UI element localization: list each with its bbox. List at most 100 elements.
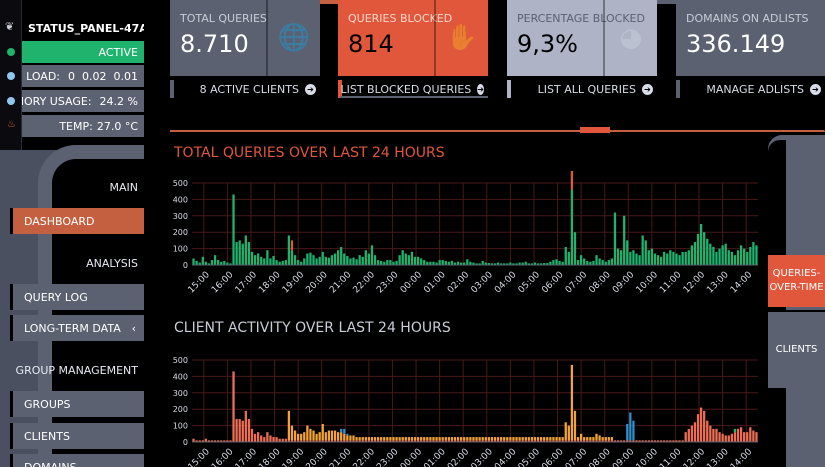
manage-adlists-link[interactable]: MANAGE ADLISTS ➔ bbox=[676, 80, 825, 98]
chart-bar bbox=[444, 437, 447, 441]
chart-bar bbox=[561, 261, 564, 265]
chart-bar bbox=[589, 440, 592, 442]
chart-bar bbox=[303, 432, 306, 441]
sidebar-item-clients[interactable]: CLIENTS bbox=[10, 423, 144, 449]
chart-bar bbox=[613, 212, 617, 265]
sidebar-item-query-log[interactable]: QUERY LOG bbox=[10, 284, 144, 310]
chart-bar bbox=[481, 437, 484, 441]
chart-bar bbox=[638, 255, 641, 265]
chart-bar bbox=[715, 428, 718, 442]
chart-bar bbox=[367, 253, 371, 265]
chart-bar bbox=[226, 440, 229, 442]
chart-bar bbox=[681, 440, 684, 442]
sidebar-item-domains[interactable]: DOMAINS bbox=[10, 454, 144, 467]
chart-bar bbox=[549, 440, 552, 442]
stat-value: 814 bbox=[348, 30, 394, 58]
chart-bar bbox=[650, 440, 654, 442]
x-tick-label: 04:00 bbox=[493, 270, 519, 296]
connector-bar bbox=[657, 0, 676, 4]
sidebar-item-dashboard[interactable]: DASHBOARD bbox=[10, 208, 144, 234]
chart-bar bbox=[555, 437, 558, 441]
chart-bar bbox=[395, 440, 398, 442]
chart-bar bbox=[579, 440, 583, 442]
chart-bar bbox=[540, 437, 543, 441]
chart-bar bbox=[380, 437, 383, 441]
list-blocked-queries-link[interactable]: LIST BLOCKED QUERIES ➔ bbox=[338, 80, 488, 98]
chart-bar bbox=[432, 440, 435, 442]
chart-bar bbox=[512, 263, 515, 265]
chart-bar bbox=[592, 260, 595, 265]
chart-bar bbox=[503, 437, 506, 441]
chart-bar bbox=[721, 245, 724, 265]
chart-bar bbox=[736, 250, 740, 265]
chart-bar bbox=[570, 364, 574, 441]
chart-bar bbox=[398, 437, 401, 441]
x-tick-label: 17:00 bbox=[234, 270, 260, 296]
chart-bar bbox=[678, 440, 681, 442]
status-active-dot-icon bbox=[7, 48, 15, 56]
chart-bar bbox=[730, 433, 733, 442]
chart-bar bbox=[601, 440, 604, 442]
chart-bar bbox=[401, 250, 404, 265]
chart-bar bbox=[567, 440, 570, 442]
sidebar-item-groups[interactable]: GROUPS bbox=[10, 391, 144, 417]
chart-bar bbox=[220, 440, 223, 442]
chart-bar bbox=[456, 440, 460, 442]
chart-bar bbox=[383, 437, 386, 441]
section-group-management: GROUP MANAGEMENT bbox=[15, 364, 138, 377]
chart-bar bbox=[583, 440, 586, 442]
chart-bar bbox=[466, 440, 469, 442]
chart-bar bbox=[373, 437, 377, 441]
long-term-data-label: LONG-TERM DATA bbox=[24, 321, 121, 335]
chart-bar bbox=[235, 419, 238, 442]
chart-bar bbox=[352, 435, 355, 441]
chart-bar bbox=[733, 255, 737, 265]
sidebar-item-long-term-data[interactable]: LONG-TERM DATA ‹ bbox=[10, 315, 144, 341]
load-label: LOAD: bbox=[26, 69, 61, 83]
chart-bar bbox=[266, 432, 269, 442]
list-all-queries-link[interactable]: LIST ALL QUERIES ➔ bbox=[507, 80, 657, 98]
x-tick-label: 13:00 bbox=[705, 270, 731, 296]
chart-bar bbox=[555, 259, 558, 265]
chart-bar bbox=[293, 440, 297, 442]
section-main: MAIN bbox=[109, 181, 139, 194]
chart-bar bbox=[564, 246, 567, 265]
y-tick-label: 500 bbox=[173, 356, 188, 365]
chart-bar bbox=[312, 430, 315, 441]
chart-bar bbox=[453, 437, 457, 441]
chart-bar bbox=[447, 437, 450, 441]
chart-bar bbox=[743, 248, 746, 265]
chart-bar bbox=[561, 440, 564, 442]
chart-bar bbox=[435, 437, 438, 441]
chart-bar bbox=[478, 440, 481, 442]
chart-bar bbox=[598, 440, 601, 442]
chart-bar bbox=[490, 437, 494, 441]
chart-bar bbox=[478, 263, 481, 265]
chart-bar bbox=[672, 440, 675, 442]
chart-bar bbox=[472, 437, 475, 441]
chart-bar bbox=[303, 258, 306, 265]
chart-bar bbox=[429, 440, 432, 442]
chart-bar bbox=[244, 235, 247, 265]
chart-bar bbox=[398, 440, 401, 442]
chart-bar bbox=[570, 189, 574, 265]
chart-bar bbox=[321, 440, 324, 442]
chart-bar bbox=[712, 428, 715, 442]
chart-bar bbox=[699, 407, 703, 442]
x-tick-label: 06:00 bbox=[540, 447, 566, 467]
chart-bar bbox=[281, 438, 284, 442]
chart-bar bbox=[579, 255, 583, 265]
chart-bar bbox=[524, 261, 527, 265]
x-tick-label: 15:00 bbox=[187, 270, 213, 296]
active-clients-link[interactable]: 8 ACTIVE CLIENTS ➔ bbox=[170, 80, 320, 98]
x-tick-label: 02:00 bbox=[446, 447, 472, 467]
chart-bar bbox=[441, 437, 444, 441]
x-tick-label: 05:00 bbox=[517, 447, 543, 467]
x-tick-label: 23:00 bbox=[375, 447, 401, 467]
x-tick-label: 00:00 bbox=[399, 270, 425, 296]
x-tick-label: 10:00 bbox=[635, 447, 661, 467]
tab-clients[interactable]: CLIENTS bbox=[768, 310, 825, 388]
chart-bar bbox=[623, 215, 626, 265]
tab-queries-over-time[interactable]: QUERIES-OVER-TIME bbox=[768, 255, 825, 307]
chart-bar bbox=[416, 256, 420, 265]
